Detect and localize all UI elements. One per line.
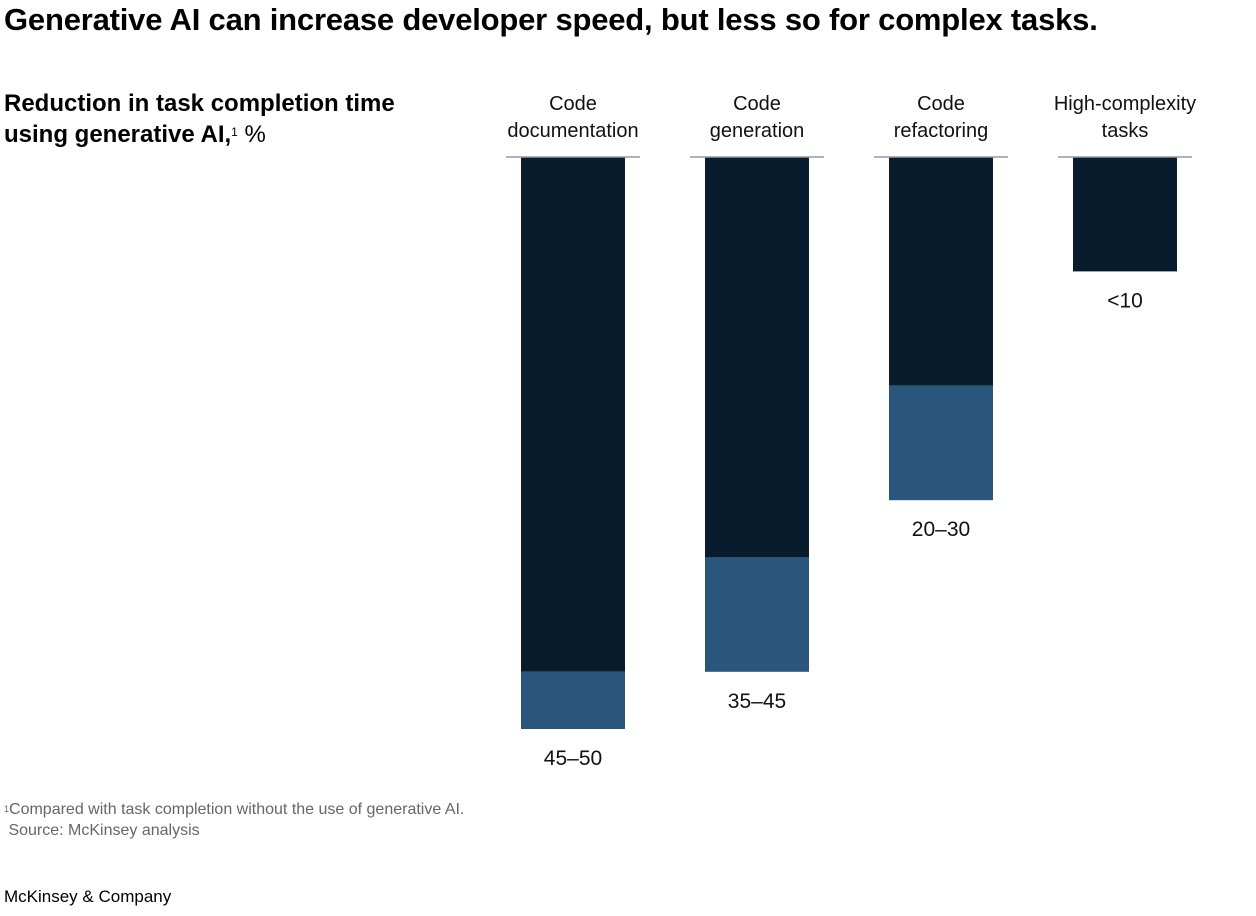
value-label-code-documentation: 45–50 — [544, 747, 602, 770]
value-label-code-refactoring: 20–30 — [912, 518, 970, 541]
category-label-code-generation: Code generation — [710, 93, 805, 142]
category-label-code-refactoring: Code refactoring — [894, 93, 989, 142]
bar-base-code-generation — [705, 157, 809, 558]
category-label-code-documentation: Code documentation — [507, 93, 638, 142]
bar-chart: Code documentation 45–50 Code generation 35–4… — [506, 93, 1196, 770]
brand-name: McKinsey & Company — [4, 887, 172, 906]
category-label-line: Code — [917, 93, 965, 115]
bar-range-code-documentation — [521, 671, 625, 729]
value-label-high-complexity-tasks: <10 — [1107, 289, 1143, 312]
bar-range-code-generation — [705, 557, 809, 672]
bar-base-code-refactoring — [889, 157, 993, 386]
category-label-line: tasks — [1102, 120, 1149, 142]
subtitle-footnote-marker: 1 — [231, 125, 238, 139]
chart-title: Generative AI can increase developer spe… — [4, 2, 1098, 37]
subtitle-text: Reduction in task completion time using … — [4, 90, 395, 148]
category-label-line: documentation — [507, 120, 638, 142]
footnote-marker: 1 — [4, 804, 10, 814]
category-label-line: Code — [733, 93, 781, 115]
footnote: 1Compared with task completion without t… — [4, 799, 464, 841]
value-label-code-generation: 35–45 — [728, 690, 786, 713]
category-label-line: Code — [549, 93, 597, 115]
bar-range-code-refactoring — [889, 385, 993, 501]
category-label-line: generation — [710, 120, 805, 142]
chart-subtitle: Reduction in task completion time using … — [4, 88, 424, 150]
source-text: Source: McKinsey analysis — [8, 822, 200, 839]
source-line: Source: McKinsey analysis — [4, 820, 464, 841]
bar-range-high-complexity-tasks — [1073, 157, 1177, 272]
subtitle-unit: % — [244, 121, 266, 148]
category-label-line: High-complexity — [1054, 93, 1196, 115]
category-label-high-complexity-tasks: High-complexity tasks — [1054, 93, 1196, 142]
category-label-line: refactoring — [894, 120, 989, 142]
footnote-text-line: 1Compared with task completion without t… — [4, 799, 464, 820]
bar-base-code-documentation — [521, 157, 625, 672]
footnote-text: Compared with task completion without th… — [9, 801, 465, 818]
